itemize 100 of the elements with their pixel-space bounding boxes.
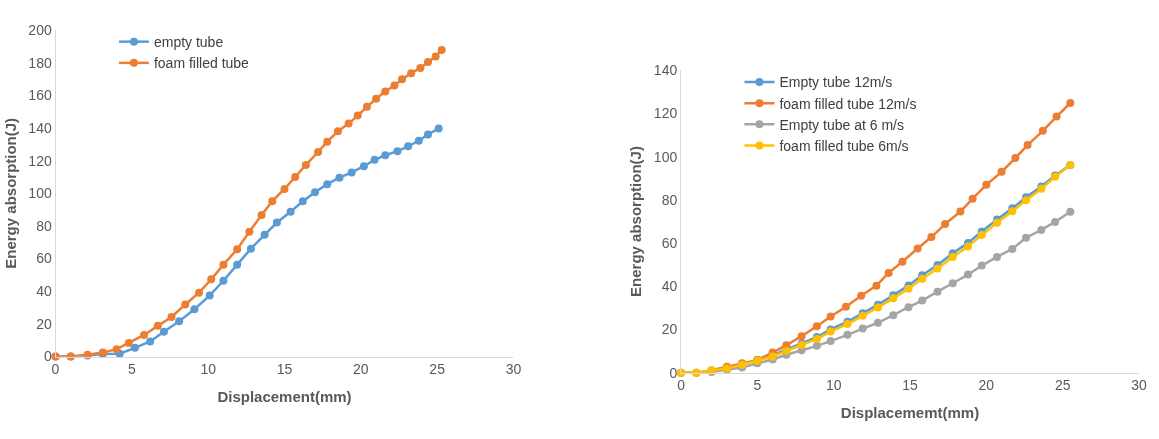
y-tick-label: 80	[36, 217, 52, 234]
point	[1008, 244, 1017, 253]
point	[956, 207, 965, 216]
x-axis-title: Displacememt(mm)	[840, 404, 980, 422]
point	[268, 197, 277, 206]
y-tick-label: 100	[28, 185, 52, 202]
x-tick-label: 10	[200, 361, 217, 378]
point	[918, 296, 927, 305]
point	[812, 341, 821, 350]
legend-label: foam filled tube 12m/s	[779, 95, 917, 112]
point	[423, 58, 432, 67]
point	[993, 252, 1002, 261]
point	[434, 124, 443, 133]
point	[372, 94, 381, 103]
x-tick-label: 5	[753, 377, 762, 394]
legend-label: foam filled tube 6m/s	[779, 138, 909, 155]
point	[404, 142, 413, 151]
point	[407, 69, 416, 78]
point	[311, 188, 320, 197]
x-tick-label: 30	[505, 361, 522, 378]
point	[245, 227, 254, 236]
point	[1011, 154, 1020, 163]
point	[335, 173, 344, 182]
y-axis-title: Energy absorption(J)	[627, 146, 645, 297]
x-tick-label: 25	[429, 361, 446, 378]
x-tick-label: 15	[276, 361, 293, 378]
point	[797, 332, 806, 341]
point	[280, 184, 289, 193]
point	[826, 337, 835, 346]
point	[301, 160, 310, 169]
point	[353, 111, 362, 120]
y-tick-label: 80	[661, 191, 678, 208]
point	[205, 291, 214, 300]
point	[246, 244, 255, 253]
y-tick-label: 0	[43, 348, 52, 365]
point	[370, 155, 379, 164]
point	[1066, 98, 1075, 107]
point	[257, 211, 266, 220]
y-tick-label: 120	[653, 105, 678, 122]
y-tick-label: 180	[28, 54, 52, 71]
x-tick-label: 10	[825, 377, 842, 394]
point	[927, 233, 936, 242]
point	[873, 318, 882, 327]
x-axis-title: Displacement(mm)	[217, 388, 352, 406]
legend-label: foam filled tube	[153, 55, 250, 72]
point	[153, 321, 162, 330]
point	[233, 260, 242, 269]
point	[359, 162, 368, 171]
y-tick-label: 60	[661, 235, 678, 251]
point	[1051, 217, 1060, 226]
point	[381, 151, 390, 160]
point	[286, 207, 295, 216]
point	[964, 242, 973, 251]
point	[1023, 141, 1032, 150]
point	[843, 330, 852, 339]
point	[423, 130, 432, 139]
point	[968, 194, 977, 203]
y-tick-label: 20	[661, 321, 678, 338]
point	[1066, 207, 1075, 216]
y-axis-title: Energy absorption(J)	[1, 117, 19, 269]
point	[977, 261, 986, 270]
point	[159, 327, 168, 336]
y-tick-label: 60	[36, 250, 52, 267]
y-tick-label: 100	[653, 148, 678, 165]
point	[982, 180, 991, 189]
point	[1038, 126, 1047, 135]
point	[291, 172, 300, 181]
point	[884, 268, 893, 277]
y-tick-label: 120	[28, 152, 52, 169]
point	[964, 270, 973, 279]
point	[140, 330, 149, 339]
point	[416, 63, 425, 72]
x-tick-label: 25	[1054, 377, 1071, 394]
point	[190, 305, 199, 314]
point	[889, 311, 898, 320]
y-tick-label: 40	[661, 278, 678, 295]
point	[323, 137, 332, 146]
y-tick-label: 40	[36, 283, 52, 300]
point	[1022, 233, 1031, 242]
point	[381, 87, 390, 96]
point	[933, 264, 942, 273]
point	[414, 136, 423, 145]
point	[219, 276, 228, 285]
point	[314, 148, 323, 157]
point	[437, 46, 446, 54]
point	[298, 197, 307, 206]
point	[1037, 225, 1046, 234]
point	[898, 257, 907, 266]
point	[431, 52, 440, 61]
point	[826, 312, 835, 321]
point	[112, 345, 121, 354]
point	[195, 288, 204, 297]
x-tick-label: 30	[1131, 377, 1147, 394]
point	[130, 343, 139, 352]
point	[181, 300, 190, 309]
point	[167, 313, 176, 322]
legend-label: Empty tube at 6 m/s	[779, 116, 904, 133]
point	[233, 245, 242, 254]
point	[124, 338, 133, 347]
point	[390, 81, 399, 90]
